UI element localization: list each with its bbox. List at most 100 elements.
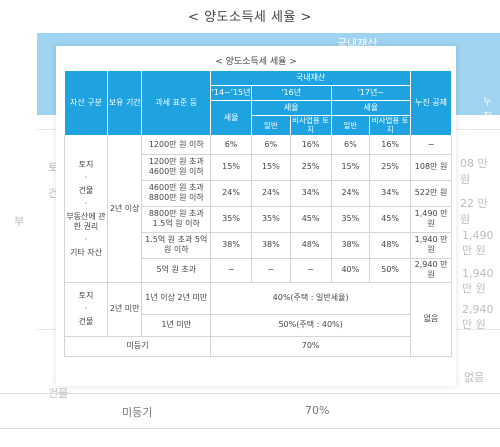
rate-14-15-cell: 6% bbox=[210, 134, 252, 155]
asset-type-line: 건물 bbox=[78, 185, 94, 195]
rate-17-nonbiz-cell: 48% bbox=[369, 231, 412, 259]
background-right-value: 1,940 만 원 bbox=[462, 267, 494, 295]
background-right-value: 없음 bbox=[464, 371, 485, 384]
background-unregistered-row: 미등기 70% bbox=[0, 393, 500, 429]
tax-base-cell: 1.5억 원 초과 5억 원 이하 bbox=[141, 231, 212, 259]
header-tax-base: 과세 표준 등 bbox=[141, 70, 212, 136]
rate-combined-cell: 50%(주택 : 40%) bbox=[210, 313, 412, 337]
header-tax-rate-16: 세율 bbox=[250, 100, 332, 116]
table-row: 1.5억 원 초과 5억 원 이하 38% 38% 48% 38% 48% 1,940 만 … bbox=[65, 231, 452, 259]
tax-rate-table: 자산 구분 보유 기간 과세 표준 등 국내재산 누진 공제 '14~'15년 … bbox=[63, 70, 452, 357]
asset-type-cell: 토지 · 건물 · 부동산에 관한 권리 · 기타 자산 bbox=[64, 134, 108, 283]
rate-16-nonbiz-cell: 48% bbox=[289, 231, 332, 259]
rate-combined-cell: 40%(주택 : 일반세율) bbox=[210, 281, 412, 315]
rate-16-nonbiz-cell: − bbox=[289, 257, 332, 283]
holding-period-cell: 2년 미만 bbox=[106, 281, 143, 337]
rate-14-15-cell: 24% bbox=[210, 179, 252, 207]
rate-14-15-cell: 38% bbox=[210, 231, 252, 259]
rate-17-general-cell: 38% bbox=[330, 231, 371, 259]
page-title: < 양도소득세 세율 > bbox=[188, 10, 312, 25]
rate-16-general-cell: 6% bbox=[250, 134, 291, 155]
table-row: 1년 미만 50%(주택 : 40%) bbox=[65, 313, 452, 337]
header-progressive-deduction: 누진 공제 bbox=[410, 70, 452, 136]
rate-17-general-cell: 6% bbox=[330, 134, 371, 155]
background-left-fragment: 부 bbox=[14, 215, 25, 228]
deduction-cell: 108만 원 bbox=[410, 153, 452, 181]
header-tax-rate-17: 세율 bbox=[330, 100, 412, 116]
asset-type-line: 부동산에 관한 권리 bbox=[66, 211, 106, 231]
rate-16-general-cell: − bbox=[250, 257, 291, 283]
rate-16-general-cell: 35% bbox=[250, 205, 291, 233]
rate-17-general-cell: 24% bbox=[330, 179, 371, 207]
header-general-16: 일반 bbox=[250, 115, 291, 136]
rate-16-general-cell: 24% bbox=[250, 179, 291, 207]
table-row: 토지 · 건물 2년 미만 1년 이상 2년 미만 40%(주택 : 일반세율) 없음 bbox=[64, 281, 452, 357]
rate-14-15-cell: − bbox=[210, 257, 252, 283]
background-right-value: 2,940 만 원 bbox=[462, 303, 494, 331]
rate-17-nonbiz-cell: 45% bbox=[369, 205, 412, 233]
tax-base-cell: 1년 이상 2년 미만 bbox=[141, 281, 212, 315]
card-title: < 양도소득세 세율 > bbox=[215, 57, 297, 67]
asset-type-line: · bbox=[84, 304, 88, 314]
holding-period-cell: 2년 이상 bbox=[106, 134, 143, 283]
table-row: 8800만 원 초과 1.5억 원 이하 35% 35% 45% 35% 45% 1,490… bbox=[65, 205, 452, 233]
header-general-17: 일반 bbox=[330, 115, 371, 136]
unregistered-label-cell: 미등기 bbox=[63, 335, 212, 357]
header-asset-type: 자산 구분 bbox=[64, 70, 108, 136]
tax-base-cell: 1년 미만 bbox=[141, 313, 212, 337]
rate-17-nonbiz-cell: 50% bbox=[369, 257, 412, 283]
unregistered-rate-cell: 70% bbox=[210, 335, 412, 357]
asset-type-line: 건물 bbox=[78, 317, 94, 327]
table-row: 5억 원 초과 − − −40% 50% 2,940 만 원 bbox=[65, 257, 452, 283]
rate-16-general-cell: 15% bbox=[250, 153, 291, 181]
background-right-value: 22 만 원 bbox=[460, 197, 488, 226]
header-year-14-15: '14~'15년 bbox=[210, 85, 252, 101]
asset-type-line: · bbox=[84, 234, 88, 244]
rate-16-nonbiz-cell: 25% bbox=[289, 153, 332, 181]
deduction-cell: 2,940 만 원 bbox=[410, 257, 452, 283]
asset-type-line: · bbox=[84, 198, 88, 208]
rate-14-15-cell: 35% bbox=[210, 205, 252, 233]
tax-base-cell: 5억 원 초과 bbox=[141, 257, 212, 283]
asset-type-line: 토지 bbox=[78, 291, 94, 301]
deduction-cell: 522만 원 bbox=[410, 179, 452, 207]
rate-17-nonbiz-cell: 34% bbox=[369, 179, 412, 207]
header-holding-period: 보유 기간 bbox=[106, 70, 143, 136]
deduction-cell: 1,940 만 원 bbox=[410, 231, 452, 259]
asset-type-line: 기타 자산 bbox=[70, 247, 102, 257]
header-non-business-land-16: 비사업용 토지 bbox=[289, 115, 332, 136]
rate-16-nonbiz-cell: 45% bbox=[289, 205, 332, 233]
tax-base-cell: 4600만 원 초과 8800만 원 이하 bbox=[141, 179, 212, 207]
rate-14-15-cell: 15% bbox=[210, 153, 252, 181]
background-right-value: 08 만 원 bbox=[460, 157, 488, 186]
tax-rate-card: < 양도소득세 세율 > 자산 구분 보유 기간 과세 표준 등 국내재산 누진… bbox=[56, 46, 456, 386]
header-tax-rate: 세율 bbox=[210, 100, 252, 136]
rate-17-nonbiz-cell: 16% bbox=[369, 134, 412, 155]
tax-base-cell: 1200만 원 이하 bbox=[141, 134, 212, 155]
background-right-value: 1,490 만 원 bbox=[462, 229, 494, 257]
background-unregistered-label: 미등기 bbox=[122, 406, 153, 419]
table-row: 토지 · 건물 · 부동산에 관한 권리 · 기타 자산 2년 이상 1200만 원 이하 6% 6… bbox=[64, 134, 452, 283]
header-non-business-land-17: 비사업용 토지 bbox=[369, 115, 412, 136]
background-unregistered-value: 70% bbox=[305, 404, 330, 417]
deduction-cell: − bbox=[410, 134, 452, 155]
rate-17-nonbiz-cell: 25% bbox=[369, 153, 412, 181]
tax-base-cell: 8800만 원 초과 1.5억 원 이하 bbox=[141, 205, 212, 233]
background-header-right-label: 누진 공제 bbox=[483, 97, 493, 153]
rate-17-general-cell: 15% bbox=[330, 153, 371, 181]
deduction-cell: 1,490 만 원 bbox=[410, 205, 452, 233]
table-row: 미등기 70% bbox=[63, 335, 452, 357]
deduction-cell: 없음 bbox=[410, 281, 452, 357]
header-domestic-assets: 국내재산 bbox=[210, 70, 412, 86]
rate-16-general-cell: 38% bbox=[250, 231, 291, 259]
rate-17-general-cell: 40% bbox=[330, 257, 371, 283]
rate-16-nonbiz-cell: 34% bbox=[289, 179, 332, 207]
header-year-17: '17년~ bbox=[330, 85, 412, 101]
rate-17-general-cell: 35% bbox=[330, 205, 371, 233]
asset-type-cell: 토지 · 건물 bbox=[64, 281, 108, 337]
asset-type-line: · bbox=[84, 172, 88, 182]
tax-base-cell: 1200만 원 초과 4600만 원 이하 bbox=[141, 153, 212, 181]
rate-16-nonbiz-cell: 16% bbox=[289, 134, 332, 155]
table-row: 4600만 원 초과 8800만 원 이하 24% 24% 34% 24% 34% 522만… bbox=[65, 179, 452, 207]
header-year-16: '16년 bbox=[250, 85, 332, 101]
